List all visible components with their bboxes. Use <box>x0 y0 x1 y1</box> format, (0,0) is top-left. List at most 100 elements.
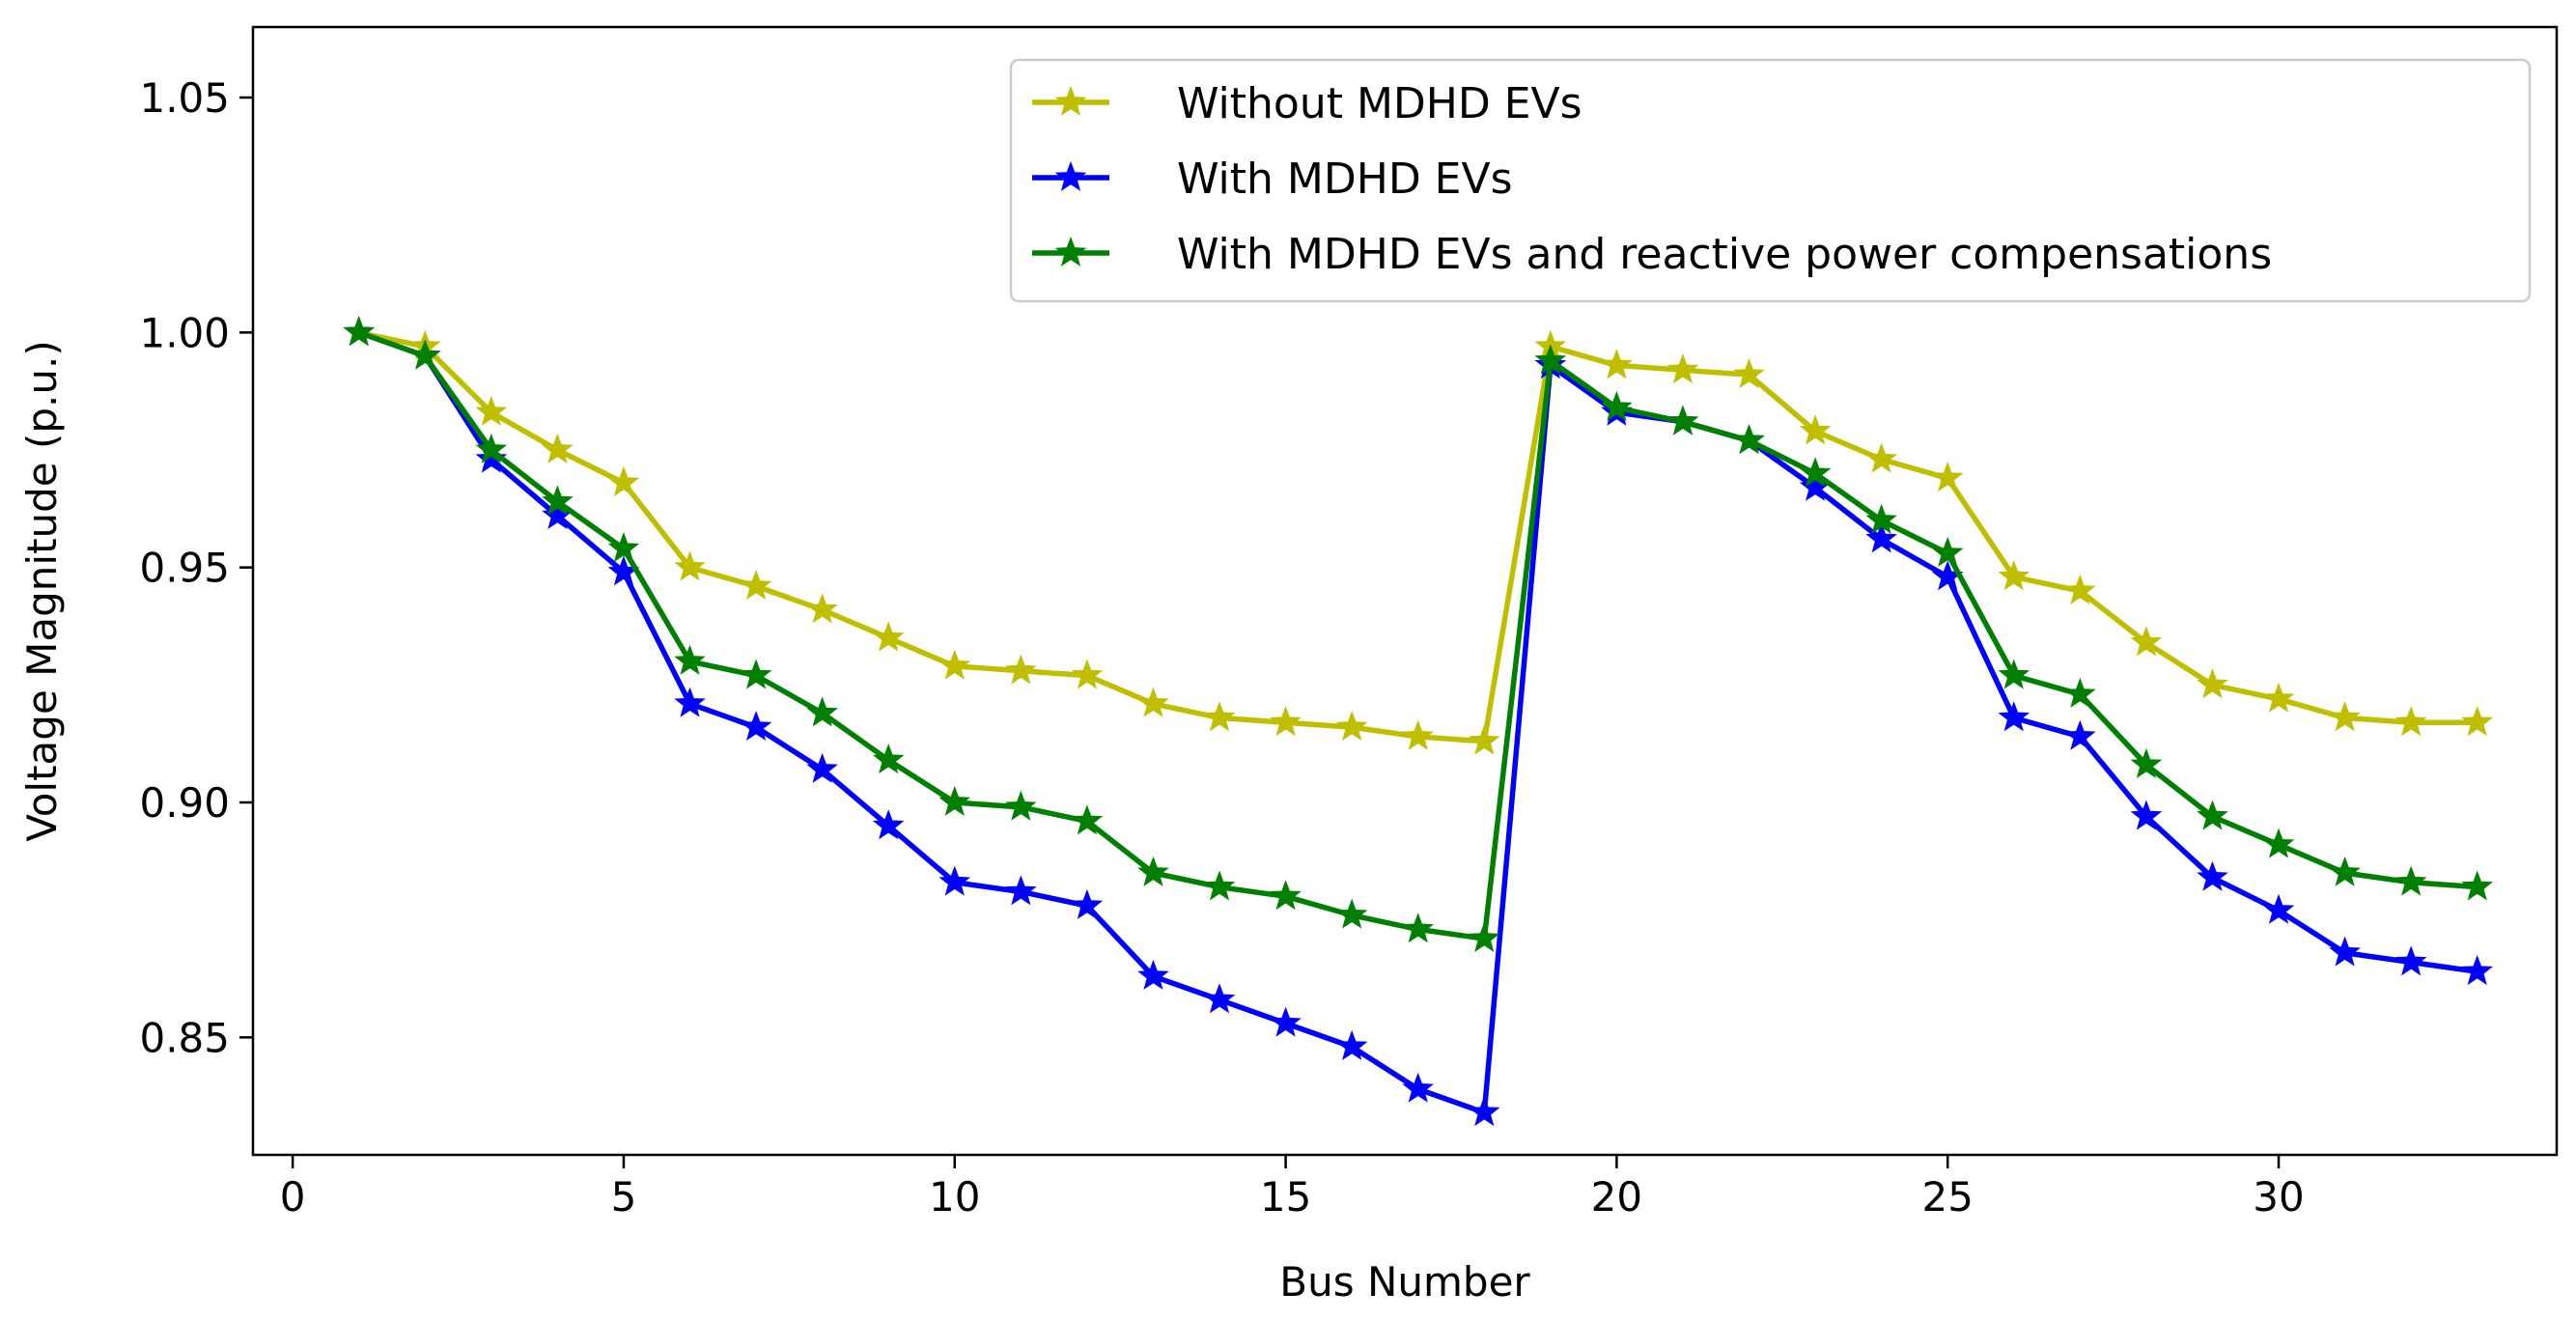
data-point-marker <box>1998 659 2030 689</box>
legend-marker <box>1054 236 1087 267</box>
data-point-marker <box>1865 522 1897 553</box>
plot-area-frame <box>251 25 2559 1157</box>
x-tick-label: 0 <box>280 1173 306 1221</box>
data-point-marker <box>475 395 508 426</box>
data-point-marker <box>806 696 838 727</box>
data-point-marker <box>2394 865 2427 896</box>
data-point-marker <box>2394 706 2427 737</box>
data-point-marker <box>1005 654 1037 685</box>
y-tick-label: 0.85 <box>139 1014 230 1061</box>
data-point-marker <box>408 339 441 370</box>
data-point-marker <box>1071 888 1104 919</box>
data-point-marker <box>2461 955 2494 986</box>
series-3 <box>343 316 2494 953</box>
x-tick-label: 30 <box>2253 1173 2304 1221</box>
data-point-marker <box>2461 870 2494 901</box>
data-point-marker <box>1270 1006 1302 1037</box>
data-point-marker <box>1865 442 1897 473</box>
data-point-marker <box>1666 405 1699 435</box>
data-point-marker <box>2329 701 2361 732</box>
data-point-marker <box>1005 875 1037 906</box>
data-point-marker <box>2262 828 2295 858</box>
x-axis-title: Bus Number <box>1279 1258 1530 1306</box>
x-axis: 0 5 10 15 20 25 30 <box>280 1155 2305 1221</box>
data-point-marker <box>2262 893 2295 924</box>
data-point-marker <box>1998 701 2030 732</box>
data-point-marker <box>2130 747 2163 778</box>
data-point-marker <box>343 316 376 347</box>
data-point-marker <box>1601 349 1633 379</box>
data-point-marker <box>872 744 905 774</box>
x-tick-label: 5 <box>611 1173 637 1221</box>
y-tick-label: 0.95 <box>139 545 230 592</box>
data-point-marker <box>1865 503 1897 534</box>
data-point-marker <box>1666 353 1699 384</box>
data-point-marker <box>1005 790 1037 821</box>
data-point-marker <box>674 644 706 675</box>
data-point-marker <box>1137 687 1169 717</box>
data-point-marker <box>1402 913 1435 943</box>
legend: Without MDHD EVs With MDHD EVs With MDHD E… <box>1009 58 2532 303</box>
data-point-marker <box>1733 424 1765 455</box>
legend-box <box>1009 58 2532 303</box>
data-point-marker <box>938 649 971 680</box>
data-point-marker <box>607 532 640 563</box>
data-point-marker <box>1203 701 1236 732</box>
data-point-marker <box>1468 724 1500 755</box>
data-point-marker <box>1931 536 1964 567</box>
data-point-marker <box>2394 945 2427 976</box>
data-point-marker <box>1733 357 1765 389</box>
data-point-marker <box>1402 719 1435 750</box>
data-point-marker <box>740 569 772 601</box>
series-1 <box>343 316 2494 755</box>
data-point-marker <box>542 485 574 516</box>
legend-marker <box>1054 160 1087 191</box>
data-point-marker <box>872 809 905 840</box>
data-point-marker <box>2197 860 2228 891</box>
data-point-marker <box>1335 710 1368 742</box>
y-tick-label: 0.90 <box>139 779 230 827</box>
data-point-marker <box>674 687 706 717</box>
legend-item: With MDHD EVs and reactive power compens… <box>1032 230 2272 279</box>
x-tick-label: 15 <box>1260 1173 1311 1221</box>
data-point-marker <box>2064 719 2096 750</box>
data-point-marker <box>1071 659 1104 689</box>
data-point-marker <box>1468 921 1500 953</box>
data-point-marker <box>1270 880 1302 911</box>
data-point-marker <box>1335 1029 1368 1060</box>
data-point-marker <box>806 752 838 783</box>
legend-marker <box>1054 85 1087 116</box>
data-point-marker <box>2329 856 2361 886</box>
legend-label: With MDHD EVs and reactive power compens… <box>1177 230 2272 279</box>
data-point-marker <box>607 465 640 496</box>
legend-item: Without MDHD EVs <box>1032 79 1582 128</box>
data-point-marker <box>2197 668 2228 699</box>
x-tick-label: 20 <box>1591 1173 1642 1221</box>
data-point-marker <box>2064 677 2096 708</box>
data-point-marker <box>938 865 971 896</box>
data-point-marker <box>740 710 772 742</box>
data-point-marker <box>872 621 905 652</box>
data-point-marker <box>674 550 706 581</box>
y-tick-label: 1.00 <box>139 309 230 356</box>
data-point-marker <box>475 433 508 463</box>
data-point-marker <box>1335 898 1368 929</box>
data-point-marker <box>2130 800 2163 830</box>
data-point-marker <box>806 593 838 624</box>
data-point-marker <box>1468 1096 1500 1127</box>
data-point-marker <box>1203 870 1236 901</box>
data-point-marker <box>1998 560 2030 591</box>
legend-label: Without MDHD EVs <box>1177 79 1582 128</box>
data-point-marker <box>1799 414 1832 445</box>
data-point-marker <box>740 659 772 689</box>
data-point-marker <box>2262 682 2295 713</box>
data-point-marker <box>2461 706 2494 737</box>
data-point-marker <box>1071 804 1104 835</box>
data-point-marker <box>1799 457 1832 488</box>
y-axis-title: Voltage Magnitude (p.u.) <box>18 340 66 842</box>
x-tick-label: 25 <box>1921 1173 1973 1221</box>
x-tick-label: 10 <box>929 1173 980 1221</box>
data-point-marker <box>1203 983 1236 1014</box>
y-axis: 0.85 0.90 0.95 1.00 1.05 <box>139 74 253 1061</box>
